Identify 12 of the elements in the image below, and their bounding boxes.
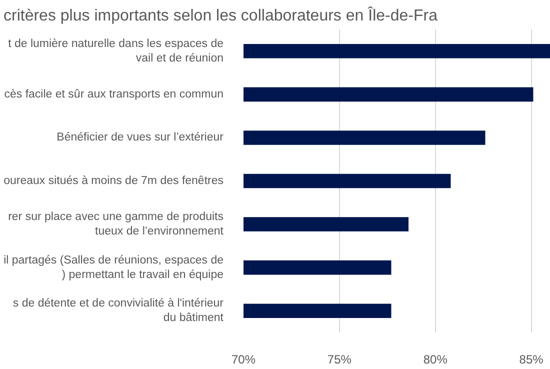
chart-title: critères plus importants selon les collaborateurs en Île-de-Fra (4, 6, 438, 24)
x-tick-label: 85% (519, 352, 544, 366)
y-tick-label: rer sur place avec une gamme de produits tueux de l’environnement (8, 211, 224, 238)
x-tick-label: 70% (231, 352, 256, 366)
y-tick-label: cès facile et sûr aux transports en commun (4, 88, 224, 100)
x-tick-label: 80% (423, 352, 448, 366)
y-tick-label: s de détente et de convivialité à l'intérieur du bâtiment (12, 298, 224, 324)
x-tick-label: 75% (327, 352, 352, 366)
y-tick-label: Bénéficier de vues sur l’extérieur (56, 132, 224, 144)
y-tick-label: il partagés (Salles de réunions, espaces de ) permettant le travail en équipe (4, 254, 224, 281)
y-tick-label: t de lumière naturelle dans les espaces de vail et de réunion (8, 38, 224, 64)
y-tick-label: oureaux situés à moins de 7m des fenêtres (4, 175, 224, 187)
